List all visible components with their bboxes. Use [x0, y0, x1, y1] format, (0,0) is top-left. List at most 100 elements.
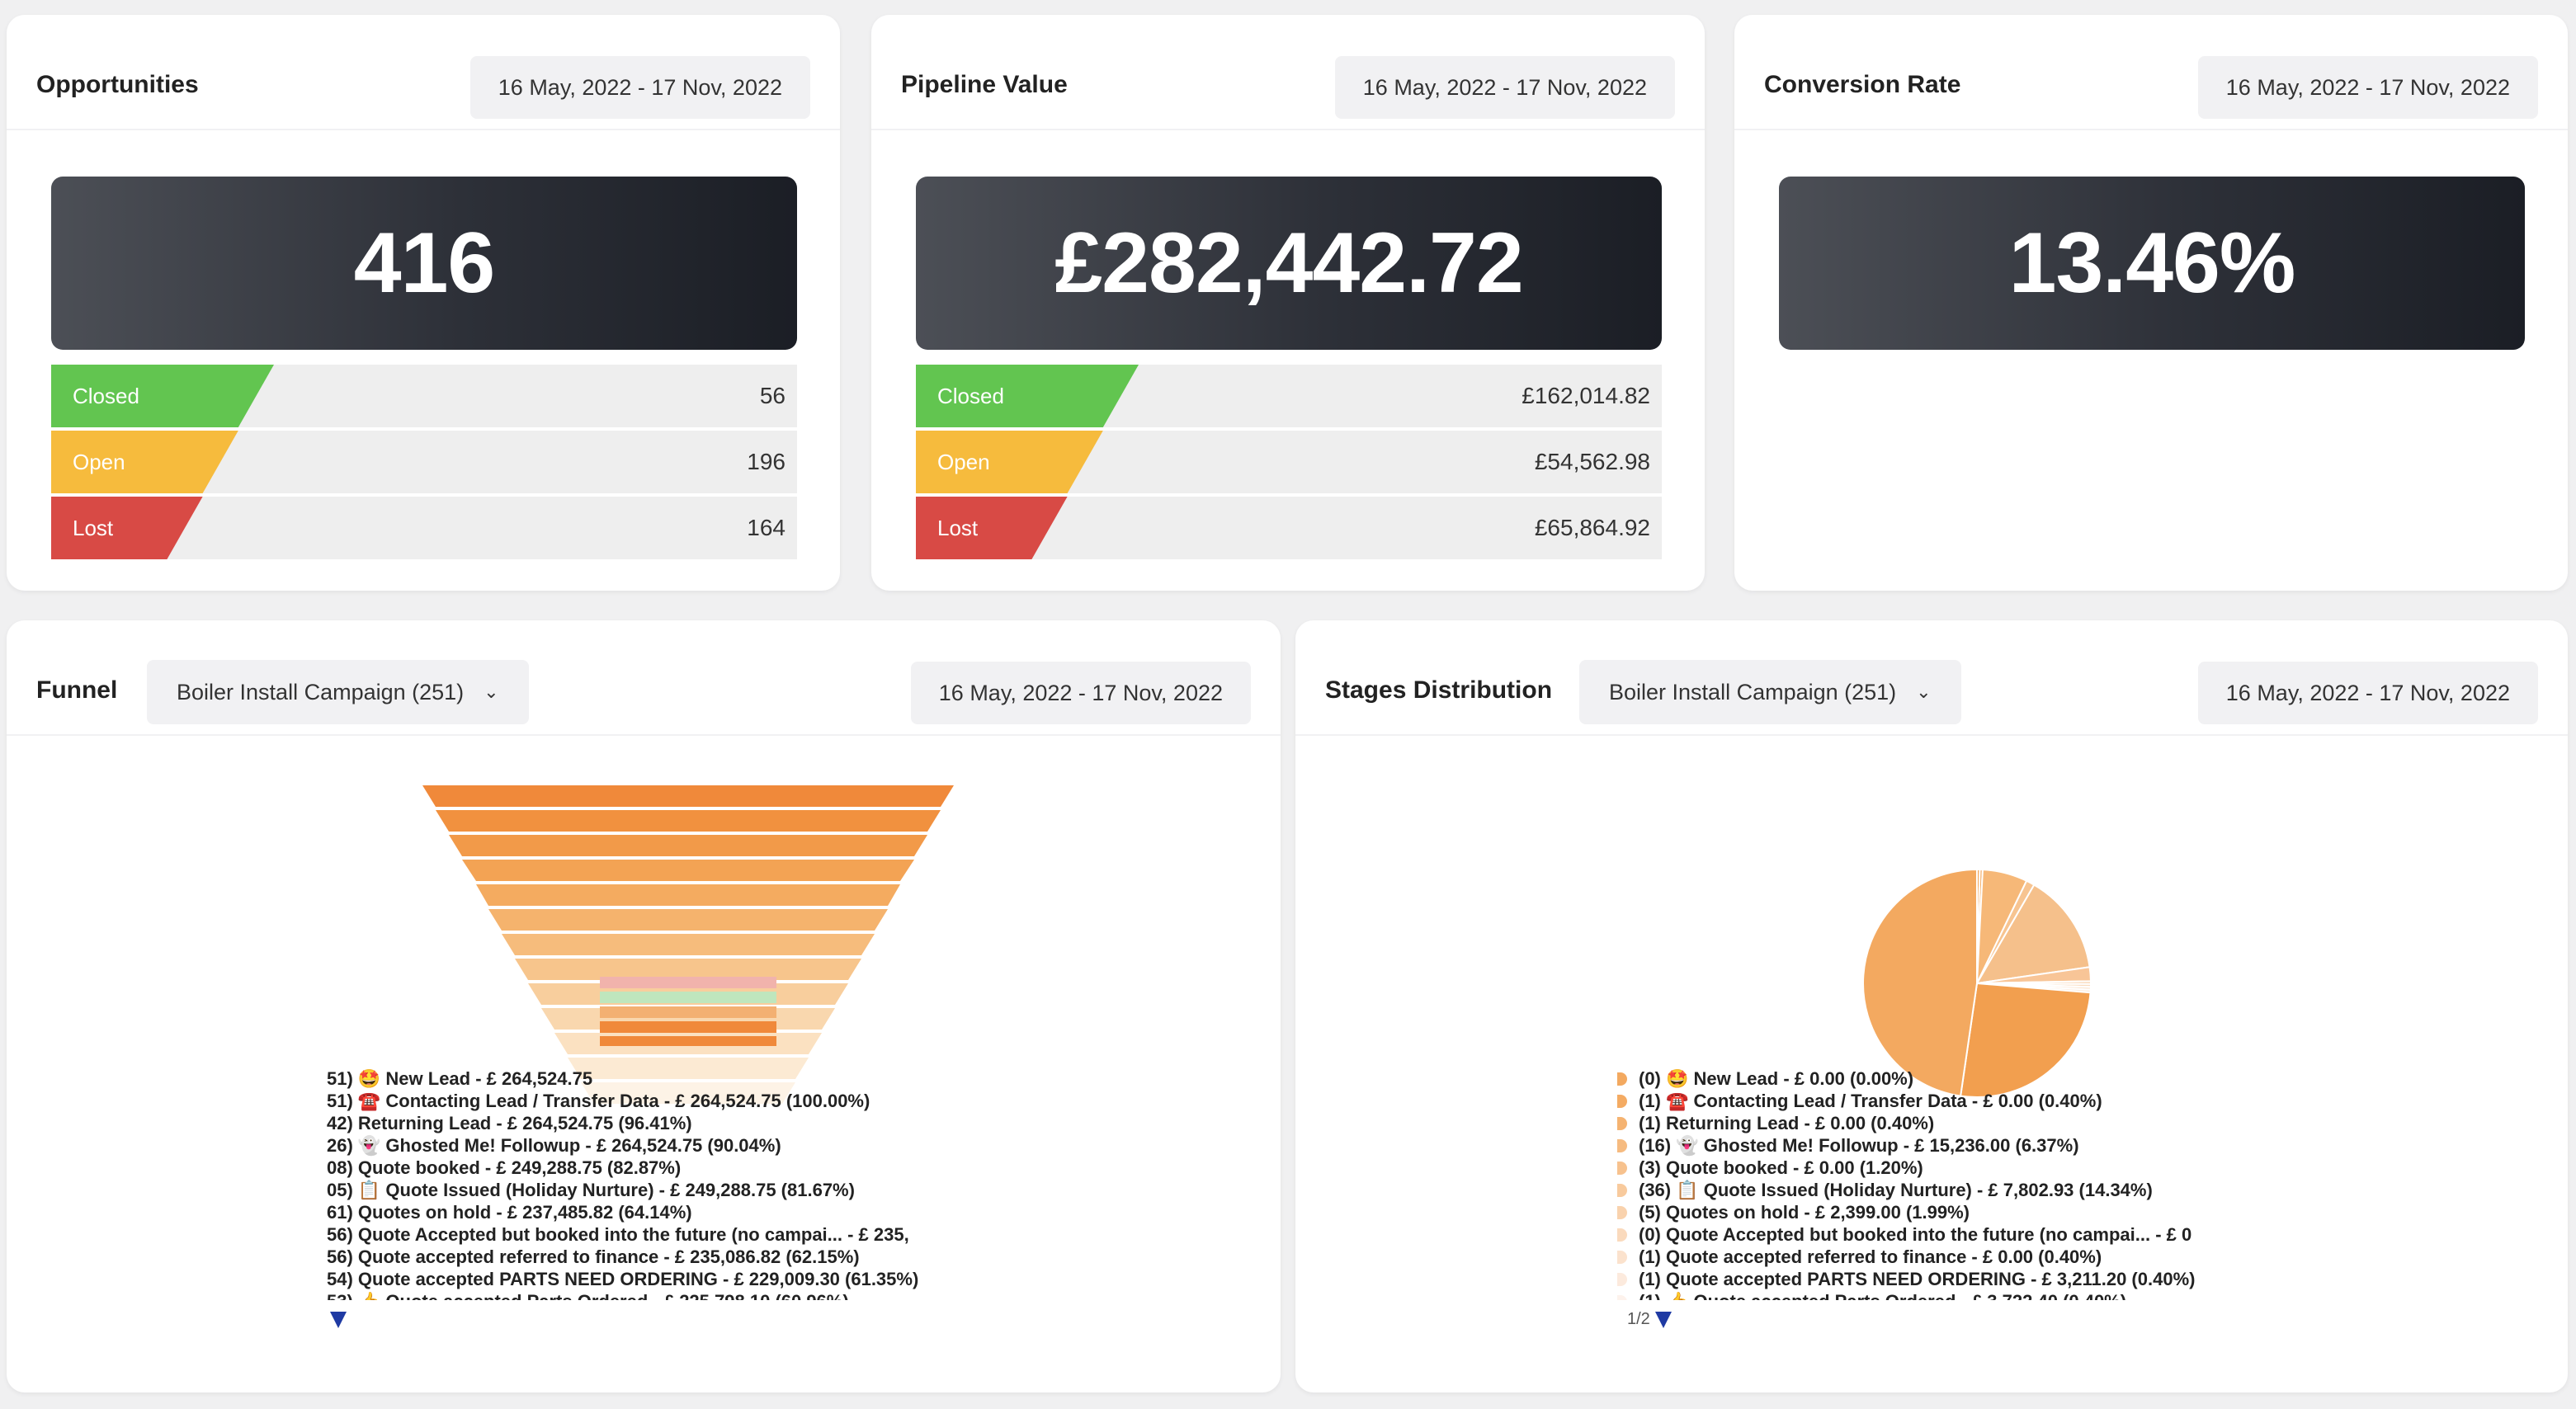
opportunities-date-range[interactable]: 16 May, 2022 - 17 Nov, 2022 [469, 56, 810, 119]
funnel-legend-item[interactable]: 61) Quotes on hold - £ 237,485.82 (64.14… [327, 1202, 692, 1223]
funnel-layer [488, 909, 888, 931]
funnel-layer [436, 810, 941, 832]
stages-legend-item[interactable]: (1) Quote accepted PARTS NEED ORDERING -… [1617, 1268, 2253, 1290]
stages-legend: (0) 🤩 New Lead - £ 0.00 (0.00%) (1) ☎️ C… [1617, 1067, 2253, 1300]
stages-campaign-dropdown[interactable]: Boiler Install Campaign (251) ⌄ [1579, 660, 1961, 724]
legend-next-arrow-icon[interactable] [1655, 1312, 1672, 1328]
stages-legend-item[interactable]: (0) Quote Accepted but booked into the f… [1617, 1223, 2253, 1246]
stages-legend-item[interactable]: (3) Quote booked - £ 0.00 (1.20%) [1617, 1157, 2253, 1179]
pipeline-card: Pipeline Value 16 May, 2022 - 17 Nov, 20… [871, 15, 1705, 591]
funnel-bottom-bar [600, 992, 776, 1003]
stages-header: Stages Distribution Boiler Install Campa… [1295, 620, 2568, 736]
conversion-title: Conversion Rate [1764, 71, 1961, 98]
pipeline-row-lost: Lost £65,864.92 [916, 497, 1662, 559]
funnel-layer [568, 1058, 809, 1079]
legend-next-arrow-icon[interactable] [330, 1312, 347, 1328]
legend-marker-icon [1617, 1072, 1627, 1086]
pie-slice [1975, 884, 2091, 985]
stages-legend-item[interactable]: (1) ☎️ Contacting Lead / Transfer Data -… [1617, 1090, 2253, 1112]
stages-legend-item[interactable]: (0) 🤩 New Lead - £ 0.00 (0.00%) [1617, 1067, 2253, 1090]
open-value: £54,562.98 [1534, 449, 1650, 474]
legend-pager: 1/2 [1627, 1310, 1650, 1328]
funnel-card: Funnel Boiler Install Campaign (251) ⌄ 16… [7, 620, 1281, 1393]
pipeline-total: £282,442.72 [916, 177, 1662, 350]
legend-marker-icon [1617, 1251, 1627, 1264]
funnel-legend-item[interactable]: 26) 👻 Ghosted Me! Followup - £ 264,524.7… [327, 1135, 781, 1156]
funnel-legend-item[interactable]: 53) 👍 Quote accepted Parts Ordered - £ 2… [327, 1290, 987, 1300]
funnel-bottom-bar [600, 1036, 776, 1046]
pipeline-row-open: Open £54,562.98 [916, 431, 1662, 493]
legend-marker-icon [1617, 1162, 1627, 1175]
closed-value: 56 [759, 383, 786, 408]
pie-slice [1862, 868, 1978, 1097]
funnel-title: Funnel [36, 676, 118, 704]
funnel-layer [476, 884, 900, 906]
funnel-layer [462, 860, 914, 881]
funnel-layer [515, 959, 861, 980]
funnel-chart [422, 785, 954, 1104]
funnel-bottom-bar [600, 977, 776, 988]
opportunities-header: Opportunities 16 May, 2022 - 17 Nov, 202… [7, 15, 840, 130]
funnel-campaign-label: Boiler Install Campaign (251) [177, 680, 465, 704]
closed-value: £162,014.82 [1522, 383, 1650, 408]
opportunities-title: Opportunities [36, 71, 199, 98]
stages-legend-item[interactable]: (1) Returning Lead - £ 0.00 (0.40%) [1617, 1112, 2253, 1134]
funnel-legend-item[interactable]: 08) Quote booked - £ 249,288.75 (82.87%) [327, 1157, 682, 1178]
pipeline-title: Pipeline Value [901, 71, 1068, 98]
chevron-down-icon: ⌄ [1916, 681, 1932, 702]
stages-card: Stages Distribution Boiler Install Campa… [1295, 620, 2568, 1393]
opportunities-row-open: Open 196 [51, 431, 797, 493]
legend-marker-icon [1617, 1273, 1627, 1286]
stages-campaign-label: Boiler Install Campaign (251) [1609, 680, 1897, 704]
lost-value: 164 [747, 515, 786, 540]
stages-legend-item[interactable]: (1) 👍 Quote accepted Parts Ordered - £ 3… [1617, 1290, 2253, 1300]
conversion-date-range[interactable]: 16 May, 2022 - 17 Nov, 2022 [2197, 56, 2538, 119]
legend-marker-icon [1617, 1295, 1627, 1300]
opportunities-row-lost: Lost 164 [51, 497, 797, 559]
open-label: Open [51, 431, 238, 493]
stages-title: Stages Distribution [1325, 676, 1553, 704]
pipeline-date-range[interactable]: 16 May, 2022 - 17 Nov, 2022 [1334, 56, 1675, 119]
pipeline-header: Pipeline Value 16 May, 2022 - 17 Nov, 20… [871, 15, 1705, 130]
pipeline-row-closed: Closed £162,014.82 [916, 365, 1662, 427]
funnel-date-range[interactable]: 16 May, 2022 - 17 Nov, 2022 [910, 662, 1251, 724]
funnel-legend-item[interactable]: 56) Quote accepted referred to finance -… [327, 1246, 860, 1267]
funnel-legend-item[interactable]: 42) Returning Lead - £ 264,524.75 (96.41… [327, 1113, 692, 1133]
stages-pie-chart [1862, 868, 2092, 1098]
opportunities-total: 416 [51, 177, 797, 350]
closed-label: Closed [916, 365, 1139, 427]
lost-label: Lost [916, 497, 1068, 559]
funnel-legend: 51) 🤩 New Lead - £ 264,524.75 51) ☎️ Con… [327, 1067, 987, 1300]
lost-label: Lost [51, 497, 203, 559]
legend-marker-icon [1617, 1206, 1627, 1219]
funnel-legend-item[interactable]: 56) Quote Accepted but booked into the f… [327, 1224, 909, 1245]
funnel-legend-item[interactable]: 51) 🤩 New Lead - £ 264,524.75 [327, 1068, 593, 1089]
stages-legend-item[interactable]: (1) Quote accepted referred to finance -… [1617, 1246, 2253, 1268]
funnel-layer [449, 835, 927, 856]
funnel-legend-item[interactable]: 51) ☎️ Contacting Lead / Transfer Data -… [327, 1091, 870, 1111]
open-label: Open [916, 431, 1103, 493]
funnel-legend-item[interactable]: 05) 📋 Quote Issued (Holiday Nurture) - £… [327, 1180, 855, 1200]
pie-slices [1862, 868, 2092, 1098]
stages-legend-item[interactable]: (16) 👻 Ghosted Me! Followup - £ 15,236.0… [1617, 1134, 2253, 1157]
conversion-header: Conversion Rate 16 May, 2022 - 17 Nov, 2… [1734, 15, 2568, 130]
funnel-layers [422, 785, 954, 1104]
open-value: 196 [747, 449, 786, 474]
legend-marker-icon [1617, 1139, 1627, 1152]
stages-date-range[interactable]: 16 May, 2022 - 17 Nov, 2022 [2197, 662, 2538, 724]
funnel-legend-item[interactable]: 54) Quote accepted PARTS NEED ORDERING -… [327, 1269, 919, 1289]
lost-value: £65,864.92 [1534, 515, 1650, 540]
funnel-campaign-dropdown[interactable]: Boiler Install Campaign (251) ⌄ [147, 660, 529, 724]
legend-marker-icon [1617, 1228, 1627, 1242]
conversion-total: 13.46% [1779, 177, 2525, 350]
funnel-bottom-bar [600, 1021, 776, 1033]
funnel-layer [422, 785, 954, 807]
stages-legend-item[interactable]: (5) Quotes on hold - £ 2,399.00 (1.99%) [1617, 1201, 2253, 1223]
stages-legend-item[interactable]: (36) 📋 Quote Issued (Holiday Nurture) - … [1617, 1179, 2253, 1201]
funnel-bottom-bar [600, 1006, 776, 1018]
funnel-header: Funnel Boiler Install Campaign (251) ⌄ 16… [7, 620, 1281, 736]
conversion-card: Conversion Rate 16 May, 2022 - 17 Nov, 2… [1734, 15, 2568, 591]
legend-marker-icon [1617, 1117, 1627, 1130]
legend-marker-icon [1617, 1184, 1627, 1197]
funnel-layer [581, 1082, 795, 1104]
